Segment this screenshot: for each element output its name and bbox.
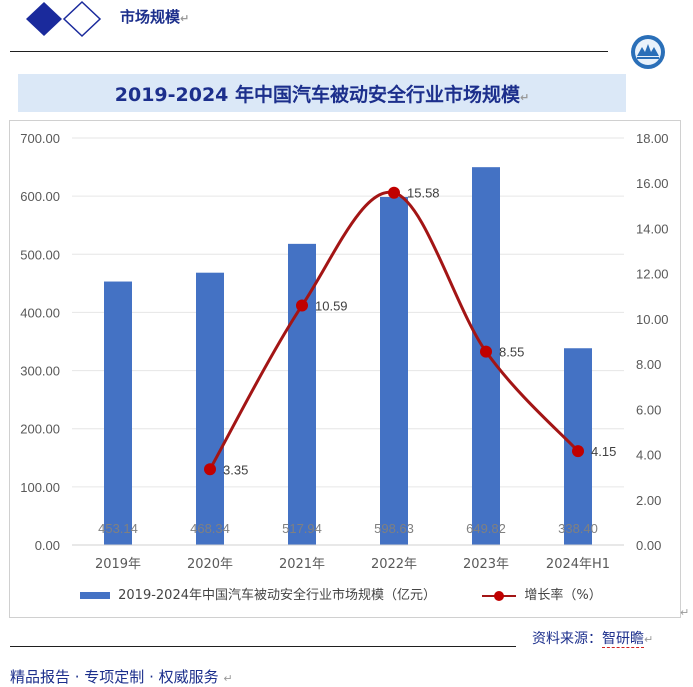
y-right-tick-label: 10.00 bbox=[636, 312, 669, 327]
growth-rate-marker bbox=[572, 445, 584, 458]
y-left-tick-label: 700.00 bbox=[20, 131, 60, 146]
x-tick-label: 2023年 bbox=[463, 557, 509, 572]
y-right-tick-label: 4.00 bbox=[636, 448, 661, 463]
growth-rate-marker bbox=[296, 299, 308, 312]
y-right-tick-label: 14.00 bbox=[636, 221, 669, 236]
y-right-tick-label: 0.00 bbox=[636, 538, 661, 553]
legend-line-swatch bbox=[482, 590, 517, 601]
y-left-tick-label: 300.00 bbox=[20, 364, 60, 379]
logo-diamonds-icon bbox=[26, 0, 102, 38]
bar-value-label: 468.34 bbox=[190, 521, 230, 536]
growth-rate-label: 8.55 bbox=[499, 345, 524, 360]
y-right-tick-label: 18.00 bbox=[636, 131, 669, 146]
bar bbox=[196, 272, 224, 545]
bar-value-label: 598.63 bbox=[374, 521, 414, 536]
y-right-tick-label: 8.00 bbox=[636, 357, 661, 372]
y-right-tick-label: 16.00 bbox=[636, 176, 669, 191]
legend-line-label: 增长率（%） bbox=[524, 588, 602, 603]
source-note: 资料来源：智研瞻↵ bbox=[532, 631, 654, 648]
legend-bar-swatch bbox=[80, 592, 110, 599]
bar-value-label: 649.82 bbox=[466, 521, 506, 536]
y-right-tick-label: 6.00 bbox=[636, 402, 661, 417]
growth-rate-label: 15.58 bbox=[407, 186, 440, 201]
y-left-tick-label: 0.00 bbox=[35, 538, 60, 553]
legend-bar-label: 2019-2024年中国汽车被动安全行业市场规模（亿元） bbox=[118, 588, 436, 603]
x-tick-label: 2020年 bbox=[187, 557, 233, 572]
header-title: 市场规模↵ bbox=[120, 8, 190, 26]
growth-rate-label: 3.35 bbox=[223, 462, 248, 477]
bar-value-label: 453.14 bbox=[98, 521, 138, 536]
line-series bbox=[204, 186, 584, 476]
bar-value-label: 338.40 bbox=[558, 521, 598, 536]
chart-title-banner bbox=[18, 74, 626, 112]
growth-rate-marker bbox=[204, 463, 216, 476]
data-labels: 453.14 468.34 517.94 598.63 649.82 338.40 3.35… bbox=[98, 186, 616, 536]
y-left-tick-label: 500.00 bbox=[20, 247, 60, 262]
bar-value-label: 517.94 bbox=[282, 521, 322, 536]
bar-series bbox=[104, 167, 592, 546]
axes: 0.00 100.00 200.00 300.00 400.00 500.00 600.00… bbox=[20, 131, 668, 572]
x-tick-label: 2024年H1 bbox=[546, 557, 610, 572]
y-left-tick-label: 100.00 bbox=[20, 480, 60, 495]
brand-emblem-icon bbox=[631, 35, 665, 69]
chart-title: 2019-2024 年中国汽车被动安全行业市场规模↵ bbox=[114, 84, 530, 106]
header-divider bbox=[10, 51, 608, 52]
chart-frame bbox=[9, 120, 681, 618]
footer-divider bbox=[10, 646, 516, 647]
bar bbox=[380, 196, 408, 546]
y-left-tick-label: 600.00 bbox=[20, 189, 60, 204]
growth-rate-marker bbox=[388, 186, 400, 199]
bar bbox=[288, 243, 316, 545]
x-tick-label: 2022年 bbox=[371, 557, 417, 572]
bar bbox=[104, 281, 132, 545]
pilcrow-mark: ↵ bbox=[680, 606, 690, 619]
gridlines bbox=[72, 137, 624, 488]
y-right-tick-label: 2.00 bbox=[636, 493, 661, 508]
footer-slogan: 精品报告 · 专项定制 · 权威服务 ↵ bbox=[10, 668, 233, 686]
chart-legend: 2019-2024年中国汽车被动安全行业市场规模（亿元） 增长率（%） bbox=[80, 584, 602, 603]
x-tick-label: 2021年 bbox=[279, 557, 325, 572]
x-tick-label: 2019年 bbox=[95, 557, 141, 572]
growth-rate-marker bbox=[480, 345, 492, 358]
y-left-tick-label: 200.00 bbox=[20, 422, 60, 437]
growth-rate-label: 4.15 bbox=[591, 444, 616, 459]
y-right-tick-label: 12.00 bbox=[636, 267, 669, 282]
growth-rate-label: 10.59 bbox=[315, 299, 348, 314]
y-left-tick-label: 400.00 bbox=[20, 305, 60, 320]
